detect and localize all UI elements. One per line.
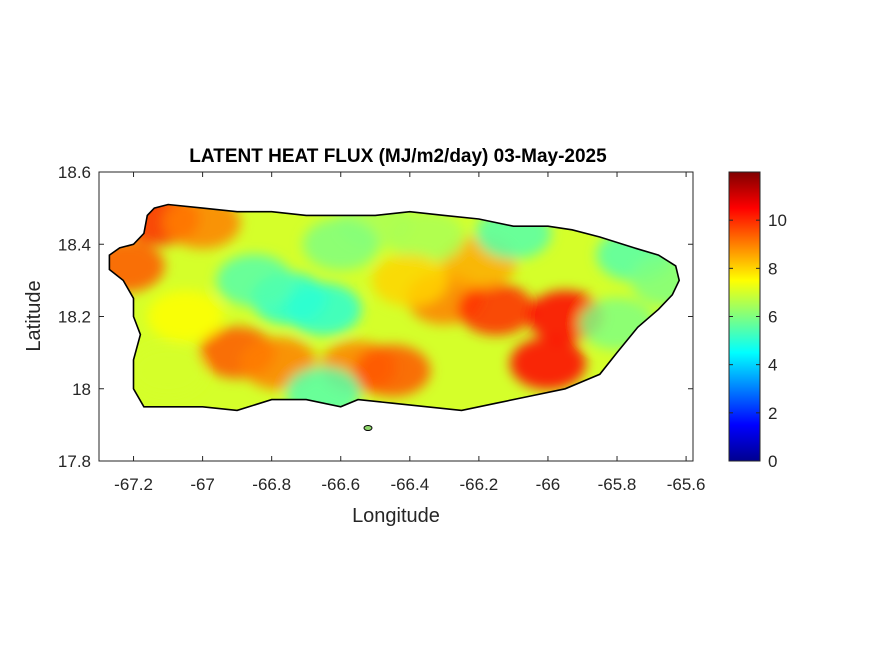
colorbar-tick-label: 8 [768, 259, 777, 278]
y-axis-label: Latitude [23, 280, 45, 351]
colorbar-tick-label: 0 [768, 452, 777, 471]
heatmap-hotspots [109, 204, 680, 411]
colorbar-ticks: 0 2 4 6 8 10 [729, 211, 787, 471]
y-tick-label: 17.8 [58, 452, 91, 471]
heatmap-cell [109, 239, 165, 292]
x-tick-label: -66 [536, 475, 561, 494]
heatmap-cell [147, 290, 224, 343]
heatmap-cell [285, 283, 362, 336]
colorbar-tick-label: 4 [768, 356, 777, 375]
colorbar [728, 171, 761, 462]
y-tick-label: 18.2 [58, 308, 91, 327]
heatmap-cell [509, 337, 586, 390]
chart-title: LATENT HEAT FLUX (MJ/m2/day) 03-May-2025 [189, 146, 607, 167]
x-axis-label: Longitude [352, 505, 440, 527]
x-tick-label: -65.6 [667, 475, 706, 494]
island-outline [108, 203, 681, 412]
y-tick-label: 18.6 [58, 163, 91, 182]
small-island [363, 425, 373, 431]
heatmap-cell [216, 254, 293, 307]
x-tick-label: -66.4 [390, 475, 429, 494]
x-tick-label: -67 [190, 475, 215, 494]
x-axis: -67.2 -67 -66.8 -66.6 -66.4 -66.2 -66 -65.8 -65.… [114, 172, 705, 494]
x-tick-label: -67.2 [114, 475, 153, 494]
heatmap-cell [354, 344, 431, 397]
heatmap-cell [458, 283, 535, 336]
colorbar-tick-label: 6 [768, 308, 777, 327]
x-tick-label: -66.2 [460, 475, 499, 494]
heatmap-cell [389, 211, 466, 264]
y-tick-label: 18.4 [58, 235, 91, 254]
y-tick-label: 18 [72, 380, 91, 399]
heatmap-cell [130, 344, 207, 397]
heatmap-cell [302, 218, 379, 271]
heatmap-layer [109, 204, 680, 411]
colorbar-tick-label: 2 [768, 404, 777, 423]
heatmap-cell [630, 254, 680, 307]
heatmap-cell [371, 254, 448, 307]
x-tick-label: -66.8 [252, 475, 291, 494]
x-tick-label: -66.6 [321, 475, 360, 494]
x-tick-label: -65.8 [598, 475, 637, 494]
y-axis: 17.8 18 18.2 18.4 18.6 [58, 163, 693, 471]
colorbar-tick-label: 10 [768, 211, 787, 230]
